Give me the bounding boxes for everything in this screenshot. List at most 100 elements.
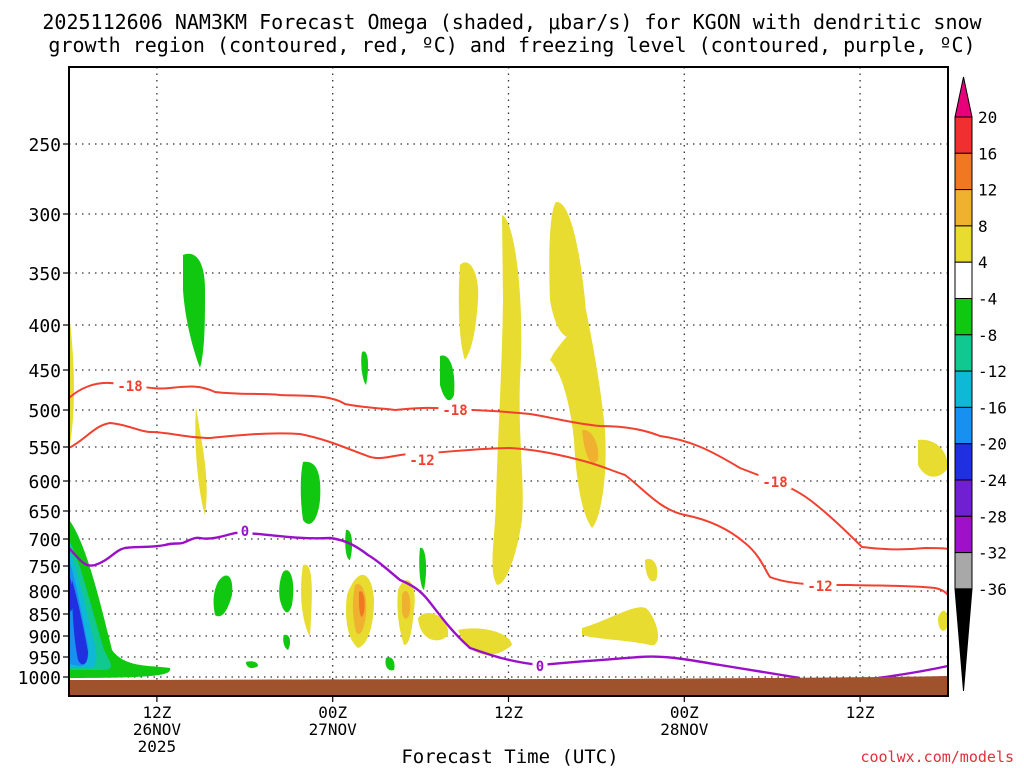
y-tick-label-800: 800: [28, 582, 61, 603]
y-tick-label-250: 250: [28, 135, 61, 156]
omega-area-dn20-34: [72, 580, 88, 665]
x-tick-label-3-1: 28NOV: [660, 720, 709, 739]
colorbar-segment-8: [954, 370, 973, 408]
omega-area-up4-8: [492, 215, 523, 585]
y-tick-label-750: 750: [28, 557, 61, 578]
colorbar-top-triangle: [954, 76, 973, 118]
omega-area-up4-0: [69, 315, 74, 450]
colorbar-segment-5: [954, 261, 973, 300]
omega-area-dn4-25: [283, 634, 291, 650]
y-tick-label-450: 450: [28, 361, 61, 382]
y-tick-label-500: 500: [28, 401, 61, 422]
y-tick-label-850: 850: [28, 605, 61, 626]
omega-area-up4-11: [582, 607, 659, 646]
dgz-lower-label-2: -12: [807, 579, 832, 595]
y-tick-label-700: 700: [28, 530, 61, 551]
colorbar-label-1: 16: [978, 144, 997, 163]
omega-area-dn4-26: [345, 529, 353, 560]
colorbar-label-5: -4: [978, 290, 997, 309]
freezing-label-1-bg: [237, 522, 253, 538]
chart-title-line2: growth region (contoured, red, ºC) and f…: [48, 33, 975, 57]
colorbar-label-13: -36: [978, 580, 1007, 599]
omega-area-up4-2: [301, 564, 312, 637]
x-tick-label-2-0: 12Z: [494, 703, 523, 722]
omega-area-up4-12: [645, 559, 658, 582]
y-tick-label-550: 550: [28, 438, 61, 459]
colorbar-segment-4: [954, 225, 973, 263]
omega-area-dn4-20: [300, 461, 321, 524]
dgz-upper-label-2-bg: [438, 401, 472, 417]
colorbar-label-2: 12: [978, 181, 997, 200]
colorbar-label-0: 20: [978, 108, 997, 127]
omega-area-dn4-28: [246, 661, 258, 669]
x-tick-label-1-0: 00Z: [318, 703, 347, 722]
dgz-upper-label-2: -18: [442, 403, 467, 419]
dgz-upper-label-1-bg: [113, 377, 147, 393]
omega-area-dn20-35: [69, 575, 74, 612]
freezing-label-1: 0: [241, 524, 249, 540]
y-tick-label-1000: 1000: [18, 668, 61, 689]
y-tick-label-400: 400: [28, 316, 61, 337]
y-tick-label-300: 300: [28, 205, 61, 226]
freezing-label-2-bg: [532, 657, 548, 673]
colorbar-segment-9: [954, 406, 973, 445]
y-tick-label-950: 950: [28, 648, 61, 669]
omega-area-up4-9: [549, 201, 586, 338]
omega-area-up4-13: [918, 439, 948, 477]
y-tick-label-650: 650: [28, 502, 61, 523]
credit-text: coolwx.com/models: [860, 748, 1014, 766]
colorbar-label-12: -32: [978, 544, 1007, 563]
colorbar-label-10: -24: [978, 471, 1007, 490]
colorbar-segment-7: [954, 334, 973, 372]
colorbar-label-8: -16: [978, 398, 1007, 417]
colorbar-label-4: 4: [978, 253, 988, 272]
colorbar-label-7: -12: [978, 362, 1007, 381]
omega-area-dn4-27: [419, 547, 427, 590]
omega-shading: [69, 201, 948, 678]
colorbar-label-6: -8: [978, 326, 997, 345]
y-axis: 2503003504004505005506006507007508008509…: [18, 135, 69, 689]
dgz-lower-label-1-bg: [405, 451, 439, 467]
omega-area-dn4-19: [183, 253, 205, 368]
x-tick-label-3-0: 00Z: [670, 703, 699, 722]
omega-area-dn4-23: [213, 575, 233, 617]
colorbar-label-9: -20: [978, 435, 1007, 454]
colorbar-segment-1: [954, 116, 973, 154]
omega-area-dn4-22: [440, 355, 455, 401]
dgz-upper-contour: [68, 381, 949, 551]
y-tick-label-600: 600: [28, 472, 61, 493]
colorbar-bottom-triangle: [954, 588, 973, 692]
colorbar-segment-2: [954, 152, 973, 191]
omega-area-up8-17: [582, 429, 599, 463]
x-axis-label: Forecast Time (UTC): [401, 746, 618, 768]
x-tick-label-0-1: 26NOV: [133, 720, 182, 739]
colorbar-segment-3: [954, 189, 973, 227]
y-tick-label-900: 900: [28, 627, 61, 648]
freezing-label-2: 0: [536, 659, 544, 675]
x-tick-label-4-0: 12Z: [846, 703, 875, 722]
colorbar-segment-11: [954, 479, 973, 517]
omega-area-dn4-24: [279, 570, 294, 613]
colorbar-segment-10: [954, 443, 973, 481]
omega-area-dn4-21: [361, 351, 369, 385]
y-tick-label-350: 350: [28, 264, 61, 285]
x-tick-label-1-1: 27NOV: [309, 720, 358, 739]
contours: -18 -18 -18 -12 -12 0 0: [68, 377, 949, 680]
chart-title-line1: 2025112606 NAM3KM Forecast Omega (shaded…: [42, 10, 982, 34]
colorbar-segment-12: [954, 515, 973, 554]
colorbar-label-3: 8: [978, 217, 988, 236]
dgz-upper-label-1: -18: [117, 379, 142, 395]
dgz-lower-label-1: -12: [409, 453, 434, 469]
omega-area-up4-1: [195, 407, 207, 515]
dgz-upper-label-3: -18: [762, 475, 787, 491]
colorbar-segment-13: [954, 552, 973, 590]
omega-area-up8-16: [402, 591, 411, 619]
omega-area-up12-18: [359, 591, 365, 617]
omega-area-up4-7: [458, 262, 479, 360]
colorbar-label-11: -28: [978, 507, 1007, 526]
omega-area-up4-5: [418, 613, 449, 641]
gridlines: [69, 67, 948, 696]
colorbar-segment-6: [954, 298, 973, 336]
